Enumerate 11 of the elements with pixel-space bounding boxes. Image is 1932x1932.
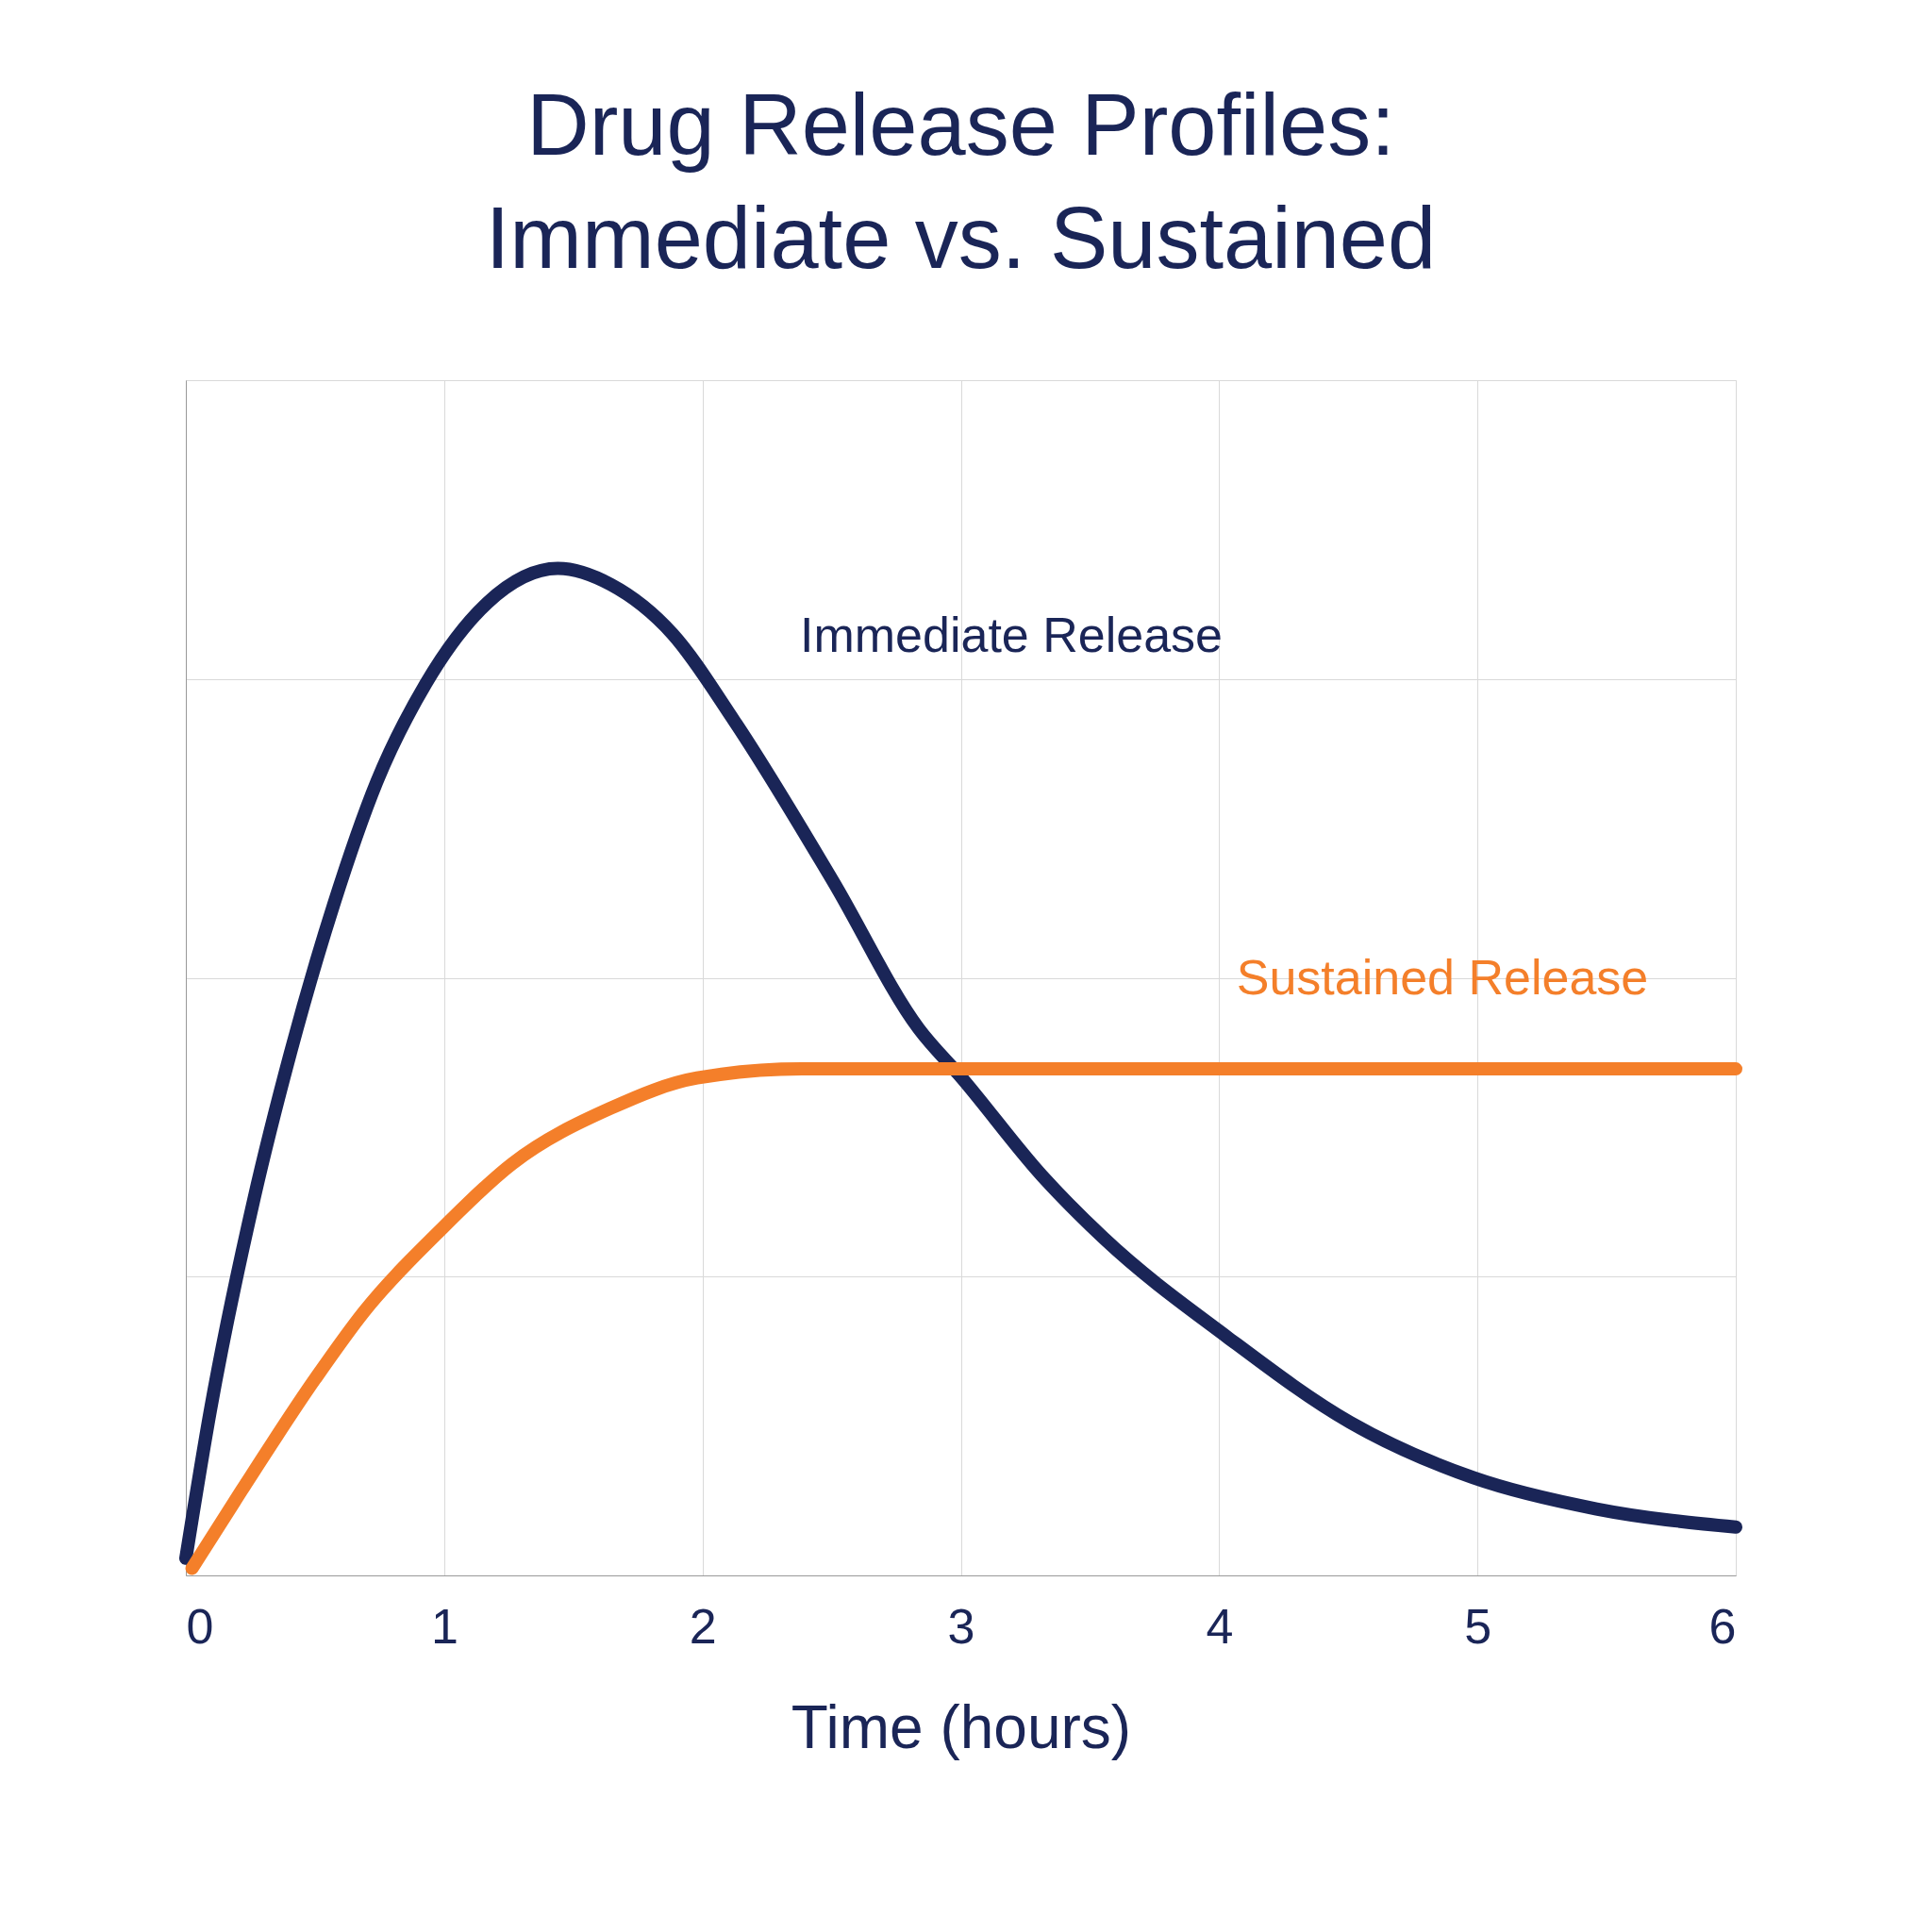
x-tick-label: 2 xyxy=(689,1598,717,1654)
x-tick-label: 4 xyxy=(1206,1598,1234,1654)
x-tick-label: 6 xyxy=(1708,1598,1737,1654)
series-label: Sustained Release xyxy=(1236,950,1649,1005)
x-tick-label: 3 xyxy=(947,1598,975,1654)
x-axis-title: Time (hours) xyxy=(791,1692,1132,1761)
chart-title: Drug Release Profiles: Immediate vs. Sustained xyxy=(485,76,1437,286)
x-tick-label: 5 xyxy=(1464,1598,1492,1654)
x-tick-label: 1 xyxy=(430,1598,458,1654)
x-tick-label: 0 xyxy=(186,1598,214,1654)
series-label: Immediate Release xyxy=(800,608,1223,662)
